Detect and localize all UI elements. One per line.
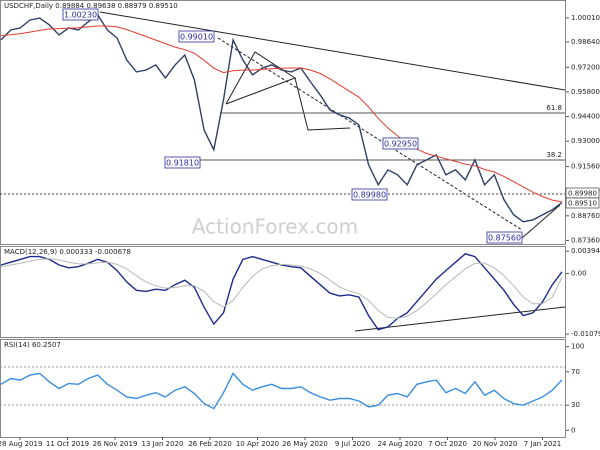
fib-label: 61.8 <box>546 104 562 112</box>
macd-title: MACD(12,26,9) 0.000333 -0.000678 <box>4 248 131 256</box>
annotation: 0.91810 <box>166 159 199 168</box>
y-tick-label: 0.87360 <box>571 236 600 244</box>
x-tick-label: 10 Apr 2020 <box>236 440 279 448</box>
annotation-box <box>351 188 388 201</box>
x-tick-label: 26 Feb 2020 <box>188 440 232 448</box>
series-line <box>0 253 563 331</box>
triangle <box>225 51 297 105</box>
series-line <box>0 13 563 223</box>
x-tick-label: 28 Aug 2019 <box>0 440 42 448</box>
y-tick-label: 0.94400 <box>571 113 600 121</box>
fib-label: 38.2 <box>546 151 562 159</box>
y-tick-label: 1.00010 <box>571 14 600 22</box>
y-tick-label: -0.010793 <box>571 330 600 338</box>
y-tick-label: 100 <box>571 343 584 351</box>
annotation: 0.99010 <box>180 33 213 42</box>
trend-line <box>217 37 523 231</box>
x-tick-label: 13 Jan 2020 <box>142 440 184 448</box>
y-tick-label: 0.88760 <box>571 212 600 220</box>
macd-support <box>354 306 566 332</box>
annotation-box <box>486 231 523 244</box>
x-tick-label: 26 May 2020 <box>282 440 328 448</box>
watermark: ActionForex.com <box>192 215 358 239</box>
price-box <box>565 197 600 209</box>
rsi-frame <box>0 339 566 438</box>
x-tick-label: 7 Jan 2021 <box>524 440 562 448</box>
annotation: 0.89980 <box>353 191 386 200</box>
x-tick-label: 20 Nov 2020 <box>473 440 518 448</box>
x-tick-label: 11 Oct 2019 <box>46 440 89 448</box>
annotation: 1.00230 <box>64 11 97 20</box>
price-frame <box>0 0 566 245</box>
y-tick-label: 0.003949 <box>571 247 600 255</box>
series-line <box>0 372 563 410</box>
price-label: 0.89510 <box>568 200 597 208</box>
series-line <box>0 25 563 203</box>
macd-frame <box>0 246 566 338</box>
annotation: 0.92950 <box>384 140 417 149</box>
x-tick-label: 9 Jul 2020 <box>335 440 370 448</box>
plots: 1.00010 0.98640 0.97200 0.95800 0.94400 0.930… <box>0 13 600 448</box>
y-tick-label: 0.98640 <box>571 38 600 46</box>
annotation-box <box>164 156 201 169</box>
y-tick-label: 30 <box>571 401 580 409</box>
annotation: 0.87560 <box>488 234 521 243</box>
y-tick-label: 0.93000 <box>571 137 600 145</box>
y-tick-label: 70 <box>571 368 580 376</box>
x-tick-label: 7 Oct 2020 <box>428 440 467 448</box>
y-tick-label: 0.95800 <box>571 88 600 96</box>
annotation-box <box>62 8 99 21</box>
annotation-box <box>178 30 215 43</box>
series-line <box>0 258 563 319</box>
rsi-title: RSI(14) 60.2507 <box>4 341 61 349</box>
x-tick-label: 26 Nov 2019 <box>93 440 138 448</box>
channel <box>294 77 351 131</box>
chart-title: USDCHF,Daily 0.89884 0.89638 0.88979 0.8… <box>4 2 178 10</box>
support-line <box>521 204 561 239</box>
trend-line <box>99 11 566 91</box>
y-tick-label: 0.00 <box>571 269 587 277</box>
annotation-box <box>382 137 419 150</box>
price-label: 0.89980 <box>568 190 597 198</box>
y-tick-label: 0 <box>571 426 575 434</box>
y-tick-label: 0.91560 <box>571 163 600 171</box>
x-tick-label: 24 Aug 2020 <box>378 440 423 448</box>
y-tick-label: 0.97200 <box>571 63 600 71</box>
annotations: 1.00230 0.99010 0.91810 0.89980 0.92950 … <box>62 8 600 244</box>
